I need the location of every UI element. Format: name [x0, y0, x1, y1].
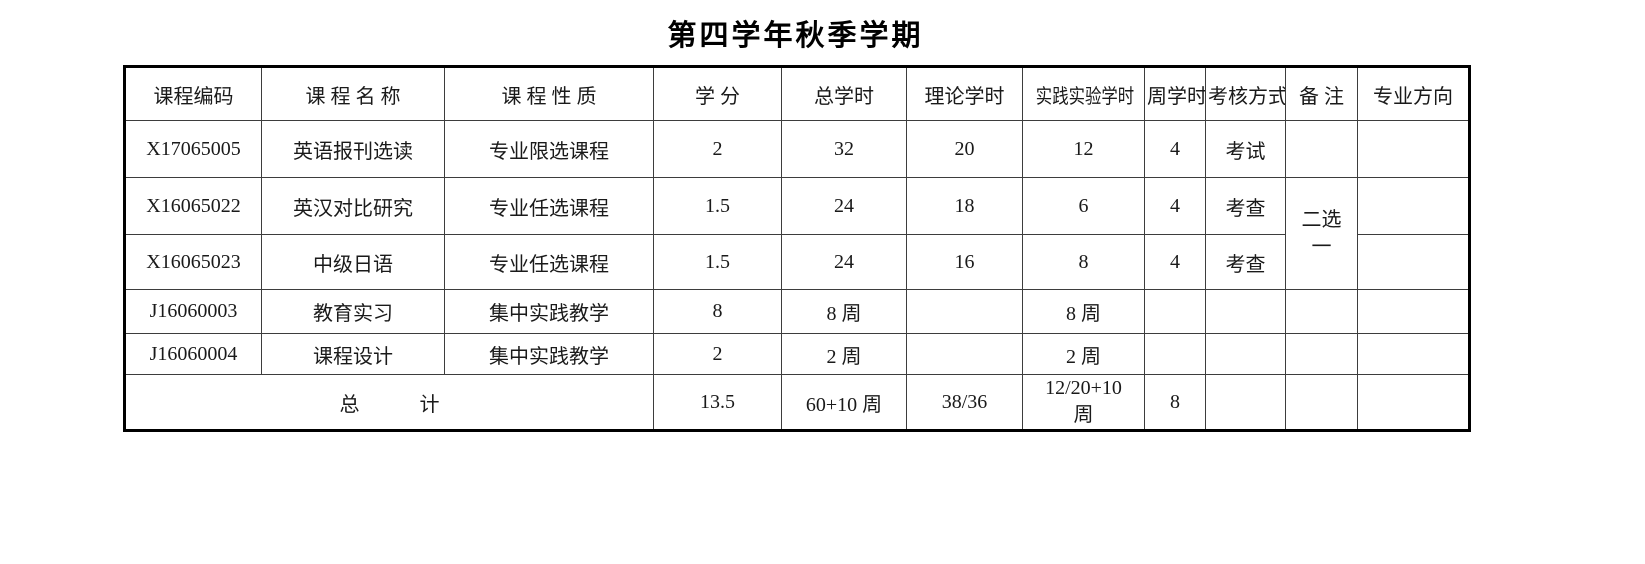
page-title: 第四学年秋季学期: [667, 20, 924, 52]
cell-nature: 专业限选课程: [444, 120, 654, 178]
total-total-hours: 60+10 周: [781, 374, 907, 431]
cell-name: 课程设计: [261, 333, 445, 375]
cell-remarks: [1285, 289, 1358, 334]
cell-theory-hours: 18: [906, 177, 1023, 235]
column-header-nature: 课 程 性 质: [444, 66, 654, 121]
cell-practice-hours: 8: [1022, 234, 1145, 290]
cell-direction: [1357, 333, 1470, 375]
cell-total-hours: 8 周: [781, 289, 907, 334]
cell-theory-hours: 16: [906, 234, 1023, 290]
column-header-credits: 学 分: [653, 66, 782, 121]
cell-remarks: [1285, 120, 1358, 178]
total-practice-hours: 12/20+10 周: [1022, 374, 1145, 431]
cell-direction: [1357, 289, 1470, 334]
cell-practice-hours: 12: [1022, 120, 1145, 178]
total-assessment: [1205, 374, 1286, 431]
cell-weekly-hours: [1144, 289, 1206, 334]
cell-practice-hours: 6: [1022, 177, 1145, 235]
cell-weekly-hours: 4: [1144, 120, 1206, 178]
total-remarks: [1285, 374, 1358, 431]
cell-code: J16060004: [124, 333, 262, 375]
cell-credits: 2: [653, 120, 782, 178]
total-theory-hours: 38/36: [906, 374, 1023, 431]
column-header-direction: 专业方向: [1357, 66, 1470, 121]
cell-name: 英汉对比研究: [261, 177, 445, 235]
cell-name: 中级日语: [261, 234, 445, 290]
cell-assessment: 考查: [1205, 234, 1286, 290]
column-header-practice-hours: 实践实验学时: [1022, 66, 1145, 121]
total-credits: 13.5: [653, 374, 782, 431]
column-header-assessment: 考核方式: [1205, 66, 1286, 121]
cell-assessment: [1205, 333, 1286, 375]
total-row: 总 计 13.5 60+10 周 38/36 12/20+10 周 8: [124, 374, 1470, 431]
column-header-code: 课程编码: [124, 66, 262, 121]
cell-credits: 2: [653, 333, 782, 375]
cell-code: J16060003: [124, 289, 262, 334]
total-weekly-hours: 8: [1144, 374, 1206, 431]
cell-weekly-hours: 4: [1144, 177, 1206, 235]
table-row: J16060003 教育实习 集中实践教学 8 8 周 8 周: [124, 289, 1470, 334]
column-header-weekly-hours: 周学时: [1144, 66, 1206, 121]
cell-remarks-merged: 二选 一: [1285, 177, 1358, 290]
column-header-theory-hours: 理论学时: [906, 66, 1023, 121]
cell-weekly-hours: [1144, 333, 1206, 375]
column-header-remarks: 备 注: [1285, 66, 1358, 121]
course-schedule-table: 课程编码 课 程 名 称 课 程 性 质 学 分 总学时 理论学时 实践实验学时…: [123, 65, 1471, 432]
cell-direction: [1357, 234, 1470, 290]
cell-direction: [1357, 120, 1470, 178]
table-row: X16065023 中级日语 专业任选课程 1.5 24 16 8 4 考查: [124, 234, 1470, 290]
table-row: J16060004 课程设计 集中实践教学 2 2 周 2 周: [124, 333, 1470, 375]
table-row: X17065005 英语报刊选读 专业限选课程 2 32 20 12 4 考试: [124, 120, 1470, 178]
total-label: 总 计: [124, 374, 654, 431]
column-header-name: 课 程 名 称: [261, 66, 445, 121]
cell-direction: [1357, 177, 1470, 235]
column-header-practice-hours-label: 实践实验学时: [1035, 85, 1135, 108]
cell-nature: 专业任选课程: [444, 234, 654, 290]
cell-weekly-hours: 4: [1144, 234, 1206, 290]
cell-credits: 1.5: [653, 234, 782, 290]
table-row: X16065022 英汉对比研究 专业任选课程 1.5 24 18 6 4 考查…: [124, 177, 1470, 290]
cell-total-hours: 24: [781, 234, 907, 290]
cell-theory-hours: [906, 289, 1023, 334]
cell-practice-hours: 2 周: [1022, 333, 1145, 375]
cell-credits: 1.5: [653, 177, 782, 235]
cell-remarks: [1285, 333, 1358, 375]
cell-theory-hours: 20: [906, 120, 1023, 178]
cell-theory-hours: [906, 333, 1023, 375]
cell-name: 英语报刊选读: [261, 120, 445, 178]
cell-code: X16065023: [124, 234, 262, 290]
total-direction: [1357, 374, 1470, 431]
cell-credits: 8: [653, 289, 782, 334]
cell-nature: 专业任选课程: [444, 177, 654, 235]
column-header-total-hours: 总学时: [781, 66, 907, 121]
cell-total-hours: 32: [781, 120, 907, 178]
cell-assessment: [1205, 289, 1286, 334]
cell-code: X17065005: [124, 120, 262, 178]
cell-total-hours: 2 周: [781, 333, 907, 375]
cell-nature: 集中实践教学: [444, 333, 654, 375]
cell-nature: 集中实践教学: [444, 289, 654, 334]
header-row: 课程编码 课 程 名 称 课 程 性 质 学 分 总学时 理论学时 实践实验学时…: [124, 66, 1470, 121]
cell-assessment: 考试: [1205, 120, 1286, 178]
cell-code: X16065022: [124, 177, 262, 235]
cell-assessment: 考查: [1205, 177, 1286, 235]
cell-total-hours: 24: [781, 177, 907, 235]
cell-practice-hours: 8 周: [1022, 289, 1145, 334]
cell-name: 教育实习: [261, 289, 445, 334]
